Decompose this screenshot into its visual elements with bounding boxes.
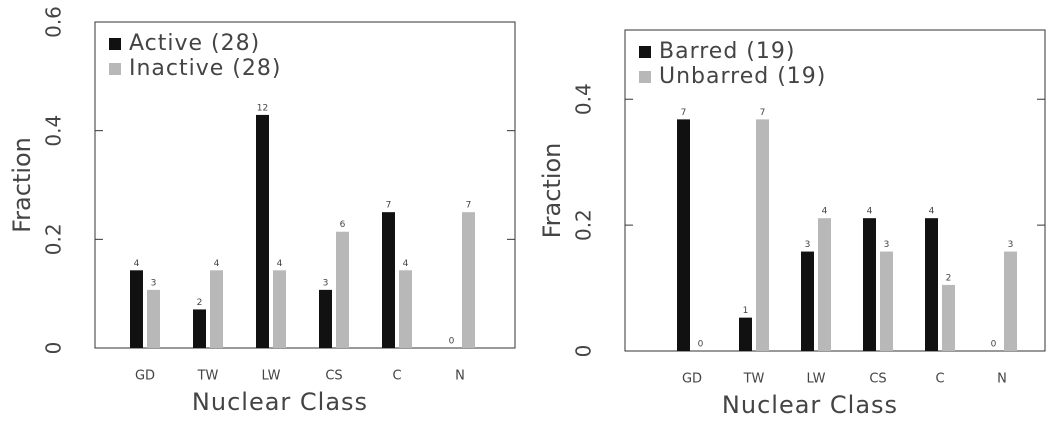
x-tick-label: CS	[869, 372, 886, 387]
legend-label: Active (28)	[129, 31, 260, 56]
legend-label: Barred (19)	[659, 39, 795, 64]
bar-count-label: 7	[760, 108, 766, 118]
bar-count-label: 4	[403, 259, 409, 269]
bar-count-label: 0	[698, 340, 704, 350]
bar	[863, 218, 876, 351]
legend-label: Unbarred (19)	[659, 64, 826, 89]
legend-swatch	[109, 63, 121, 75]
x-tick-label: N	[997, 372, 1007, 387]
bar-count-label: 0	[991, 340, 997, 350]
bar	[256, 114, 269, 348]
bar	[1004, 251, 1017, 351]
bar-count-label: 7	[466, 201, 472, 211]
y-tick-label: 0.2	[572, 209, 596, 241]
bar	[942, 284, 955, 351]
bar-count-label: 2	[197, 298, 203, 308]
x-tick-label: GD	[682, 372, 702, 387]
x-tick-label: TW	[743, 372, 765, 387]
bar	[193, 309, 206, 348]
y-tick-label: 0	[572, 345, 596, 358]
bar-count-label: 7	[386, 201, 392, 211]
bar-count-label: 3	[884, 240, 890, 250]
bar-count-label: 3	[805, 240, 811, 250]
bar	[677, 119, 690, 352]
bar	[925, 218, 938, 351]
bar	[462, 212, 475, 348]
bar-count-label: 4	[867, 207, 873, 217]
plot-frame	[624, 29, 1046, 352]
x-tick-label: N	[455, 369, 465, 384]
y-tick-label: 0.2	[42, 223, 66, 255]
y-axis-label: Fraction	[538, 143, 566, 239]
x-tick-label: C	[392, 369, 401, 384]
x-tick-label: LW	[262, 369, 281, 384]
bar-count-label: 3	[323, 278, 329, 288]
legend-label: Inactive (28)	[129, 56, 281, 81]
bar	[399, 270, 412, 348]
bar	[130, 270, 143, 348]
y-tick-label: 0.6	[42, 6, 66, 38]
x-tick-label: LW	[807, 372, 826, 387]
y-tick-label: 0.4	[572, 83, 596, 115]
legend-swatch	[639, 71, 651, 83]
bar-count-label: 0	[449, 337, 455, 347]
bar-count-label: 4	[277, 259, 283, 269]
x-axis-label: Nuclear Class	[192, 388, 368, 416]
bar-count-label: 4	[822, 207, 828, 217]
x-tick-label: TW	[197, 369, 219, 384]
bar-count-label: 1	[743, 306, 749, 316]
y-axis-label: Fraction	[8, 137, 36, 233]
x-axis-label: Nuclear Class	[722, 391, 898, 419]
bar	[818, 218, 831, 351]
legend-swatch	[639, 46, 651, 58]
bar	[756, 119, 769, 352]
x-tick-label: GD	[135, 369, 155, 384]
bar-count-label: 3	[1008, 240, 1014, 250]
bar	[210, 270, 223, 348]
bar	[147, 289, 160, 348]
legend-swatch	[109, 38, 121, 50]
bar-count-label: 2	[946, 273, 952, 283]
bar-count-label: 4	[134, 259, 140, 269]
bar-count-label: 6	[340, 220, 346, 230]
bar	[336, 231, 349, 348]
bar	[739, 317, 752, 351]
bar	[382, 212, 395, 348]
bar-count-label: 7	[681, 108, 687, 118]
bar	[880, 251, 893, 351]
y-tick-label: 0.4	[42, 115, 66, 147]
x-tick-label: C	[935, 372, 944, 387]
bar-count-label: 12	[257, 103, 268, 113]
x-tick-label: CS	[325, 369, 342, 384]
bar-count-label: 4	[214, 259, 220, 269]
plot-frame	[94, 21, 516, 349]
bar	[273, 270, 286, 348]
bar-count-label: 3	[151, 278, 157, 288]
bar	[319, 289, 332, 348]
bar-count-label: 4	[929, 207, 935, 217]
y-tick-label: 0	[42, 342, 66, 355]
bar	[801, 251, 814, 351]
